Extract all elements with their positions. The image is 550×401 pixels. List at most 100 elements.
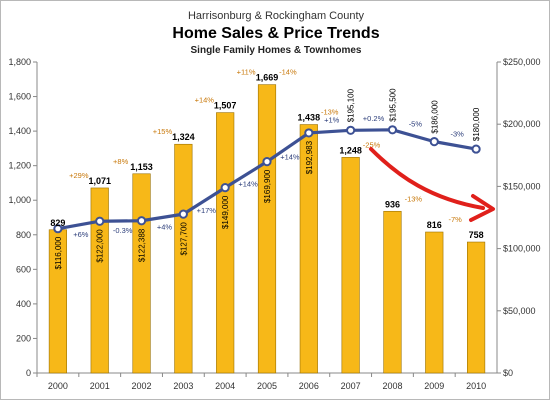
bar <box>132 173 151 374</box>
bar <box>425 231 444 374</box>
price-change-label: +17% <box>197 206 217 215</box>
bar-value-label: 1,153 <box>130 162 153 172</box>
y-left-tick-label: 400 <box>16 299 31 309</box>
price-change-label: -0.3% <box>113 226 133 235</box>
price-change-label: +1% <box>324 116 340 125</box>
y-right-tick-label: $100,000 <box>503 244 541 254</box>
bar <box>174 143 193 374</box>
bar-change-label: +15% <box>153 127 173 136</box>
bar-change-label: +8% <box>113 157 129 166</box>
y-left-tick-label: 0 <box>26 368 31 378</box>
price-point <box>471 144 481 154</box>
chart-title: Home Sales & Price Trends <box>172 25 379 42</box>
labels-group: 829 1,071 1,153 1,324 1,507 1,669 1,438 1,248 93… <box>50 68 483 270</box>
price-value-label: $122,000 <box>96 229 105 263</box>
axes-group: 0 200 400 600 800 1,000 1,200 1,400 1,600 1,800 $0… <box>8 57 540 391</box>
price-change-label: +14% <box>280 152 300 161</box>
bar-change-label: -13% <box>321 108 339 117</box>
price-point <box>53 224 63 234</box>
trend-arrow <box>369 147 485 210</box>
bar-value-label: 758 <box>469 230 484 240</box>
bar <box>90 187 109 374</box>
bar-value-label: 829 <box>50 218 65 228</box>
x-tick-label: 2002 <box>132 381 152 391</box>
y-left-tick-label: 200 <box>16 333 31 343</box>
price-change-label: +0.2% <box>363 114 385 123</box>
bars-group <box>48 84 486 374</box>
y-right-tick-label: $50,000 <box>503 306 536 316</box>
bar-value-label: 1,507 <box>214 101 237 111</box>
bar-change-label: -25% <box>363 140 381 149</box>
price-line-group <box>53 125 481 234</box>
price-value-label: $116,000 <box>54 236 63 269</box>
price-point <box>178 209 188 219</box>
y-right-tick-label: $150,000 <box>503 181 541 191</box>
bar-change-label: +14% <box>195 96 215 105</box>
bar <box>216 112 235 374</box>
price-change-label: +4% <box>157 222 173 231</box>
y-left-tick-label: 1,600 <box>8 92 31 102</box>
bar-change-label: -13% <box>405 194 423 203</box>
bar-value-label: 936 <box>385 199 400 209</box>
bar-value-label: 1,669 <box>256 73 279 83</box>
y-left-tick-label: 600 <box>16 264 31 274</box>
x-tick-label: 2001 <box>90 381 110 391</box>
bar-change-label: -14% <box>279 68 297 77</box>
x-tick-label: 2000 <box>48 381 68 391</box>
price-point <box>387 125 398 135</box>
bar <box>383 210 402 374</box>
y-right-tick-label: $0 <box>503 368 513 378</box>
price-value-label: $195,500 <box>388 88 397 122</box>
y-right-tick-label: $200,000 <box>503 119 541 129</box>
bar <box>341 157 360 374</box>
y-left-tick-label: 1,000 <box>8 195 31 205</box>
price-point <box>304 128 314 138</box>
bar-value-label: 1,438 <box>298 113 321 123</box>
price-value-label: $149,000 <box>221 195 230 229</box>
bar-value-label: 1,071 <box>88 176 111 186</box>
y-left-tick-label: 1,400 <box>8 126 31 136</box>
bar <box>467 241 486 374</box>
bar-change-label: +11% <box>237 68 256 77</box>
price-change-label: -3% <box>451 129 465 138</box>
bar-change-label: +29% <box>69 171 89 180</box>
annotation-group <box>369 147 495 222</box>
x-tick-label: 2005 <box>257 381 277 391</box>
bar <box>299 124 318 374</box>
x-tick-label: 2010 <box>466 381 486 391</box>
bar-value-label: 1,248 <box>339 145 362 155</box>
x-tick-label: 2006 <box>299 381 319 391</box>
price-change-label: -5% <box>409 120 423 129</box>
price-point <box>95 216 105 226</box>
price-value-label: $186,000 <box>430 100 439 134</box>
chart-subtitle: Single Family Homes & Townhomes <box>191 45 362 56</box>
bar-value-label: 816 <box>427 220 442 230</box>
price-point <box>346 125 356 135</box>
x-tick-label: 2007 <box>341 381 361 391</box>
price-point <box>429 137 439 147</box>
price-value-label: $180,000 <box>472 107 481 141</box>
bar-value-label: 1,324 <box>172 132 195 142</box>
price-value-label: $169,900 <box>263 169 272 203</box>
y-left-tick-label: 1,200 <box>8 161 31 171</box>
y-left-tick-label: 800 <box>16 230 31 240</box>
price-change-label: +6% <box>73 230 89 239</box>
price-value-label: $192,983 <box>305 140 314 174</box>
x-tick-label: 2003 <box>173 381 193 391</box>
x-tick-label: 2009 <box>424 381 444 391</box>
price-point <box>220 183 230 193</box>
price-change-label: +14% <box>238 180 258 189</box>
price-value-label: $195,100 <box>347 88 356 122</box>
price-point <box>136 216 147 226</box>
trend-arrow-head <box>469 194 495 222</box>
bar <box>257 84 277 374</box>
x-tick-label: 2008 <box>382 381 402 391</box>
x-tick-label: 2004 <box>215 381 235 391</box>
price-value-label: $122,388 <box>138 228 147 262</box>
y-right-tick-label: $250,000 <box>503 57 541 67</box>
y-left-tick-label: 1,800 <box>8 57 31 67</box>
price-point <box>262 157 272 167</box>
bar-change-label: -7% <box>449 215 463 224</box>
